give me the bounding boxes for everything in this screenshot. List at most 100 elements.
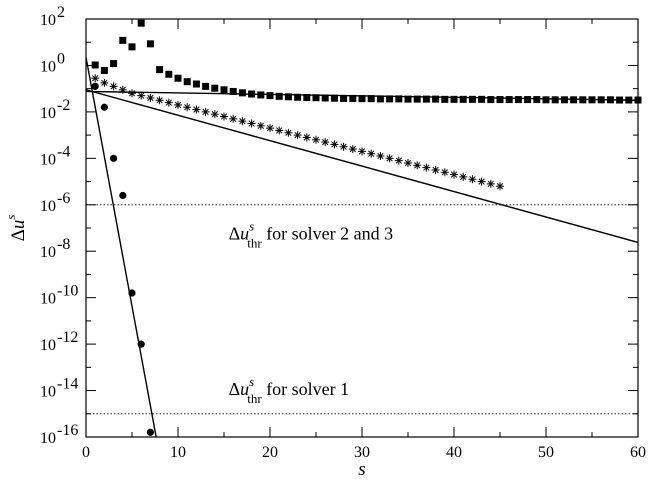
lines-layer: [86, 57, 638, 437]
asterisk-point: [431, 165, 440, 174]
square-point: [165, 70, 173, 78]
square-point: [606, 96, 614, 104]
square-point: [312, 94, 320, 102]
circle-point: [119, 191, 127, 200]
asterisk-point: [404, 158, 412, 167]
asterisk-point: [486, 179, 495, 188]
square-point: [174, 74, 182, 82]
square-point: [220, 86, 228, 94]
asterisk-point: [247, 119, 256, 128]
asterisk-point: [376, 152, 385, 161]
circle-point: [137, 340, 145, 348]
asterisk-point: [422, 163, 431, 172]
y-tick-exponent: -4: [57, 143, 70, 160]
square-point: [625, 96, 633, 104]
square-point: [330, 94, 338, 102]
square-point: [478, 95, 486, 103]
asterisk-point: [330, 140, 339, 149]
square-point: [441, 95, 449, 103]
circle-point: [110, 154, 118, 162]
asterisk-point: [385, 154, 394, 163]
square-point: [450, 95, 458, 103]
square-point: [349, 94, 357, 102]
y-tick-exponent: -12: [57, 329, 78, 346]
square-point: [367, 95, 375, 103]
y-tick-exponent: -16: [57, 422, 78, 439]
square-point: [597, 96, 605, 104]
asterisk-point: [174, 100, 182, 109]
square-point: [514, 96, 522, 104]
asterisk-point: [183, 103, 192, 112]
y-tick-label: 10: [40, 384, 56, 401]
y-tick-label: 10: [40, 58, 56, 75]
square-point: [294, 93, 302, 101]
square-point: [422, 95, 430, 103]
x-tick-label: 30: [354, 444, 370, 461]
square-point: [616, 96, 624, 104]
x-axis-title: s: [358, 459, 365, 480]
y-tick-label: 10: [40, 151, 56, 168]
square-point: [386, 95, 394, 103]
square-point: [266, 92, 274, 100]
y-tick-label: 10: [40, 291, 56, 308]
ticks-layer: [85, 18, 639, 438]
asterisk-point: [266, 124, 274, 133]
asterisk-point: [155, 96, 164, 105]
asterisk-point: [109, 82, 118, 91]
asterisk-point: [100, 78, 109, 87]
square-point: [505, 96, 513, 104]
square-point: [100, 67, 108, 75]
x-tick-label: 60: [630, 444, 646, 461]
asterisk-point: [146, 93, 155, 102]
square-point: [570, 96, 578, 104]
asterisk-point: [394, 156, 403, 165]
y-tick-label: 10: [40, 12, 56, 29]
square-point: [156, 66, 164, 74]
x-tick-label: 10: [170, 444, 186, 461]
asterisk-point: [367, 149, 376, 158]
y-tick-label: 10: [40, 105, 56, 122]
y-tick-label: 10: [40, 198, 56, 215]
asterisk-point: [302, 133, 311, 142]
square-point: [284, 93, 292, 101]
square-point: [487, 96, 495, 104]
asterisk-point: [275, 126, 284, 135]
square-point: [358, 95, 366, 103]
asterisk-point: [137, 91, 146, 100]
asterisk-point: [238, 117, 247, 126]
square-point: [459, 95, 467, 103]
square-point: [468, 95, 476, 103]
x-tick-label: 20: [262, 444, 278, 461]
asterisk-point: [496, 182, 504, 191]
square-point: [395, 95, 403, 103]
square-point: [413, 95, 421, 103]
asterisk-point: [128, 89, 136, 98]
asterisk-point: [358, 147, 366, 156]
square-point: [551, 96, 559, 104]
y-tick-exponent: -8: [57, 236, 70, 253]
square-point: [110, 60, 118, 68]
square-point: [588, 96, 596, 104]
square-point: [192, 80, 200, 88]
asterisk-point: [91, 74, 100, 83]
asterisk-point: [477, 177, 486, 186]
y-axis-title: Δus: [3, 215, 29, 242]
square-point: [542, 96, 550, 104]
asterisk-point: [164, 98, 173, 107]
square-point: [137, 19, 145, 27]
square-point: [524, 96, 532, 104]
square-point: [376, 95, 384, 103]
asterisk-point: [450, 170, 458, 179]
asterisk-point: [312, 135, 320, 144]
asterisk-point: [339, 142, 348, 151]
asterisk-point: [201, 107, 210, 116]
circle-point: [100, 103, 108, 111]
y-tick-label: 10: [40, 430, 56, 447]
asterisk-point: [192, 105, 201, 114]
square-point: [560, 96, 568, 104]
square-point: [229, 87, 237, 95]
threshold-label-solver-2-3: Δus thr for solver 2 and 3: [229, 219, 394, 251]
square-point: [432, 95, 440, 103]
square-point: [579, 96, 587, 104]
square-point: [303, 93, 311, 101]
